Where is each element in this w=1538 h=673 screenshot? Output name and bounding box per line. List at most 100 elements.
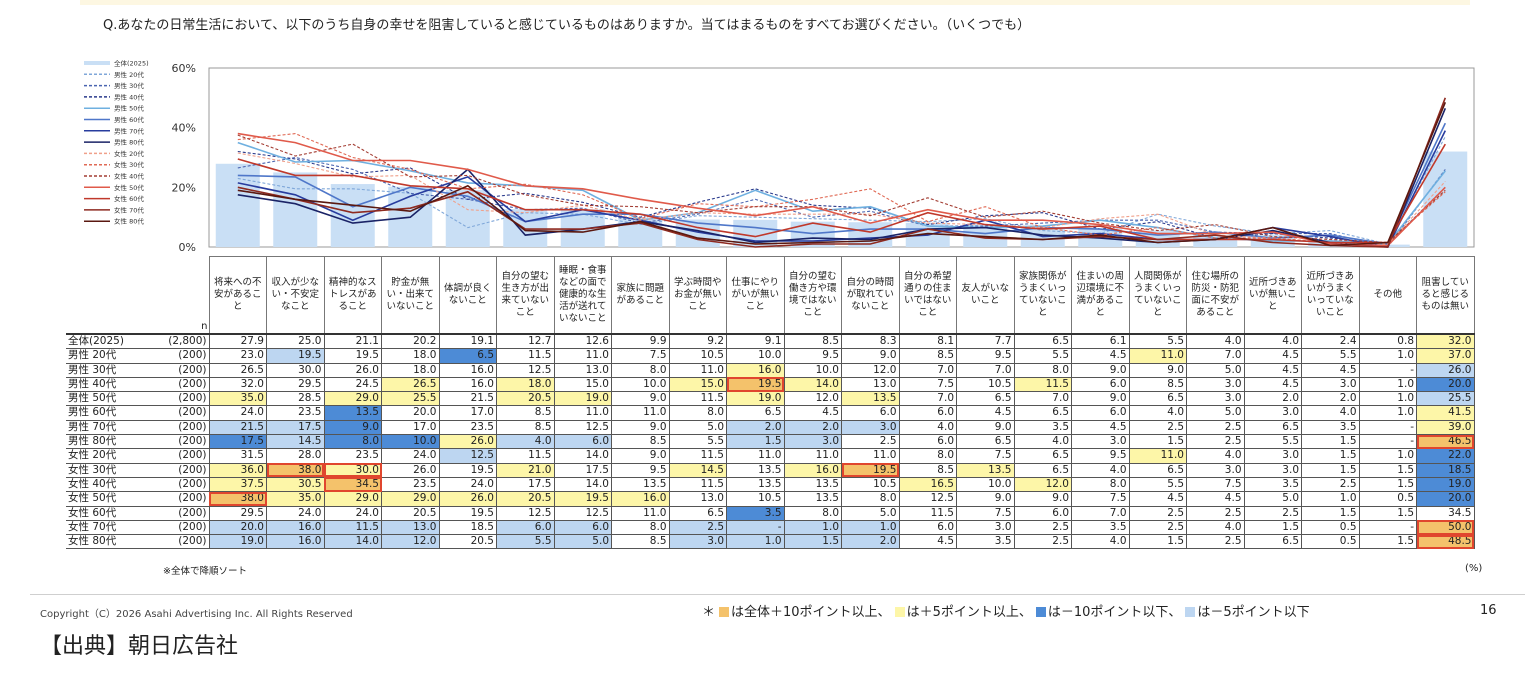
- table-cell: 8.0: [1013, 362, 1072, 378]
- table-cell: 6.5: [1013, 405, 1072, 421]
- table-row: 女性 60代 (200) 29.5 24.0 24.0 20.5 19.5 12.5 12.5 1…: [66, 505, 1475, 521]
- table-row: 全体(2025) (2,800) 27.9 25.0 21.1 20.2 19.1 12.7 1…: [66, 333, 1475, 350]
- table-cell: 17.5: [208, 434, 267, 450]
- table-row: 男性 80代 (200) 17.5 14.5 8.0 10.0 26.0 4.0 6.0 8.5 5…: [66, 434, 1475, 450]
- table-cell: -: [1358, 362, 1417, 378]
- table-cell: 4.5: [1243, 376, 1302, 393]
- table-cell: 11.0: [553, 348, 612, 364]
- table-cell: 13.5: [726, 462, 785, 478]
- header-n: n: [201, 321, 208, 332]
- table-cell: 21.5: [208, 419, 267, 436]
- table-cell: 11.5: [668, 448, 727, 464]
- series-line: [237, 150, 1446, 245]
- table-cell: 5.5: [1013, 348, 1072, 364]
- table-cell: 8.5: [898, 348, 957, 364]
- table-cell: 20.5: [381, 505, 440, 521]
- table-cell: 1.0: [1301, 491, 1360, 507]
- table-cell: 10.5: [956, 376, 1015, 393]
- table-cell: 7.5: [611, 348, 670, 364]
- table-row: 女性 20代 (200) 31.5 28.0 23.5 24.0 12.5 11.5 14.0 9…: [66, 448, 1475, 464]
- table-cell: 13.5: [726, 476, 785, 493]
- table-cell: 17.0: [381, 419, 440, 436]
- table-cell: 9.5: [611, 462, 670, 478]
- legend-lowmid-swatch: [1185, 607, 1196, 617]
- table-cell: 16.0: [266, 519, 325, 536]
- table-cell: 13.0: [668, 491, 727, 507]
- table-cell: 21.5: [438, 391, 497, 407]
- table-cell: 5.0: [841, 505, 900, 521]
- question-text: Q.あなたの日常生活において、以下のうち自身の幸せを阻害していると感じているもの…: [103, 18, 1031, 33]
- y-tick-label: 60%: [172, 62, 196, 75]
- table-cell: 5.5: [1128, 333, 1187, 350]
- table-cell: 26.0: [381, 462, 440, 478]
- table-cell: 11.0: [553, 405, 612, 421]
- table-cell: 19.0: [553, 391, 612, 407]
- table-cell: 1.5: [1128, 534, 1187, 550]
- table-cell: 5.0: [1186, 405, 1245, 421]
- table-cell: 34.5: [1416, 505, 1475, 521]
- row-n: (200): [161, 534, 209, 550]
- header-blank: [66, 257, 161, 335]
- table-cell: 37.5: [208, 476, 267, 493]
- legend-label: 女性 70代: [114, 205, 144, 214]
- table-cell: 4.5: [1071, 419, 1130, 436]
- table-cell: 9.2: [668, 333, 727, 350]
- table-cell: 4.0: [898, 419, 957, 436]
- row-n: (200): [161, 491, 209, 507]
- table-cell: 11.5: [668, 391, 727, 407]
- legend-mid-text: は＋5ポイント以上、: [906, 605, 1032, 620]
- column-header: 住む場所の防災・防犯面に不安があること: [1186, 256, 1245, 335]
- table-cell: 2.5: [1128, 519, 1187, 536]
- table-cell: 6.0: [841, 405, 900, 421]
- column-header: 将来への不安があること: [208, 256, 267, 335]
- table-cell: 20.2: [381, 333, 440, 350]
- color-legend: ＊ は全体＋10ポイント以上、 は＋5ポイント以上、 は－10ポイント以下、 は－5ポイ…: [702, 601, 1310, 620]
- table-cell: 13.5: [956, 462, 1015, 478]
- table-cell: 2.0: [726, 419, 785, 436]
- table-cell: 19.5: [266, 348, 325, 364]
- column-header: その他: [1358, 256, 1417, 335]
- table-cell: 23.5: [381, 476, 440, 493]
- legend-label: 男性 40代: [114, 92, 144, 101]
- table-cell: 41.5: [1416, 405, 1475, 421]
- table-cell: 19.5: [323, 348, 382, 364]
- table-cell: 4.0: [496, 434, 555, 450]
- bar-overall: [1193, 235, 1238, 247]
- table-cell: 3.0: [956, 519, 1015, 536]
- table-cell: 7.7: [956, 333, 1015, 350]
- legend-label: 全体(2025): [114, 59, 149, 68]
- table-cell: 12.5: [553, 505, 612, 521]
- table-cell: 11.0: [1128, 348, 1187, 364]
- top-strip: [80, 0, 1470, 5]
- table-cell: 9.1: [726, 333, 785, 350]
- table-cell: 2.5: [1301, 476, 1360, 493]
- legend-label: 女性 80代: [114, 217, 144, 226]
- table-cell: 26.5: [208, 362, 267, 378]
- table-cell: 3.0: [1243, 462, 1302, 478]
- table-cell: 30.5: [266, 476, 325, 493]
- table-row: 女性 40代 (200) 37.5 30.5 34.5 23.5 24.0 17.5 14.0 1…: [66, 476, 1475, 493]
- data-table-wrapper: n 将来への不安があること 収入が少ない・不安定なこと 精神的なストレスがあること 貯金…: [66, 256, 1475, 550]
- series-line: [237, 107, 1447, 248]
- table-cell: 5.0: [1186, 362, 1245, 378]
- column-header: 収入が少ない・不安定なこと: [266, 256, 325, 335]
- table-cell: 31.5: [208, 448, 267, 464]
- column-header: 住まいの周辺環境に不満があること: [1071, 256, 1130, 335]
- table-row: 男性 20代 (200) 23.0 19.5 19.5 18.0 6.5 11.5 11.0 7.…: [66, 348, 1475, 364]
- table-cell: 4.0: [1243, 333, 1302, 350]
- table-cell: 8.0: [611, 362, 670, 378]
- table-cell: 28.5: [266, 391, 325, 407]
- table-cell: 0.5: [1301, 534, 1360, 550]
- table-cell: 19.0: [1416, 476, 1475, 493]
- table-cell: 3.0: [1301, 376, 1360, 393]
- table-cell: 29.5: [266, 376, 325, 393]
- column-header: 睡眠・食事などの面で健康的な生活が送れていないこと: [553, 256, 612, 335]
- table-cell: 18.5: [438, 519, 497, 536]
- table-cell: 11.5: [496, 448, 555, 464]
- table-row: 女性 80代 (200) 19.0 16.0 14.0 12.0 20.5 5.5 5.0 8.5…: [66, 534, 1475, 550]
- unit-label: (%): [1465, 563, 1483, 574]
- table-cell: 20.5: [496, 491, 555, 507]
- row-label: 男性 80代: [66, 434, 161, 450]
- table-cell: 1.0: [1358, 376, 1417, 393]
- legend-mid-swatch: [894, 607, 905, 617]
